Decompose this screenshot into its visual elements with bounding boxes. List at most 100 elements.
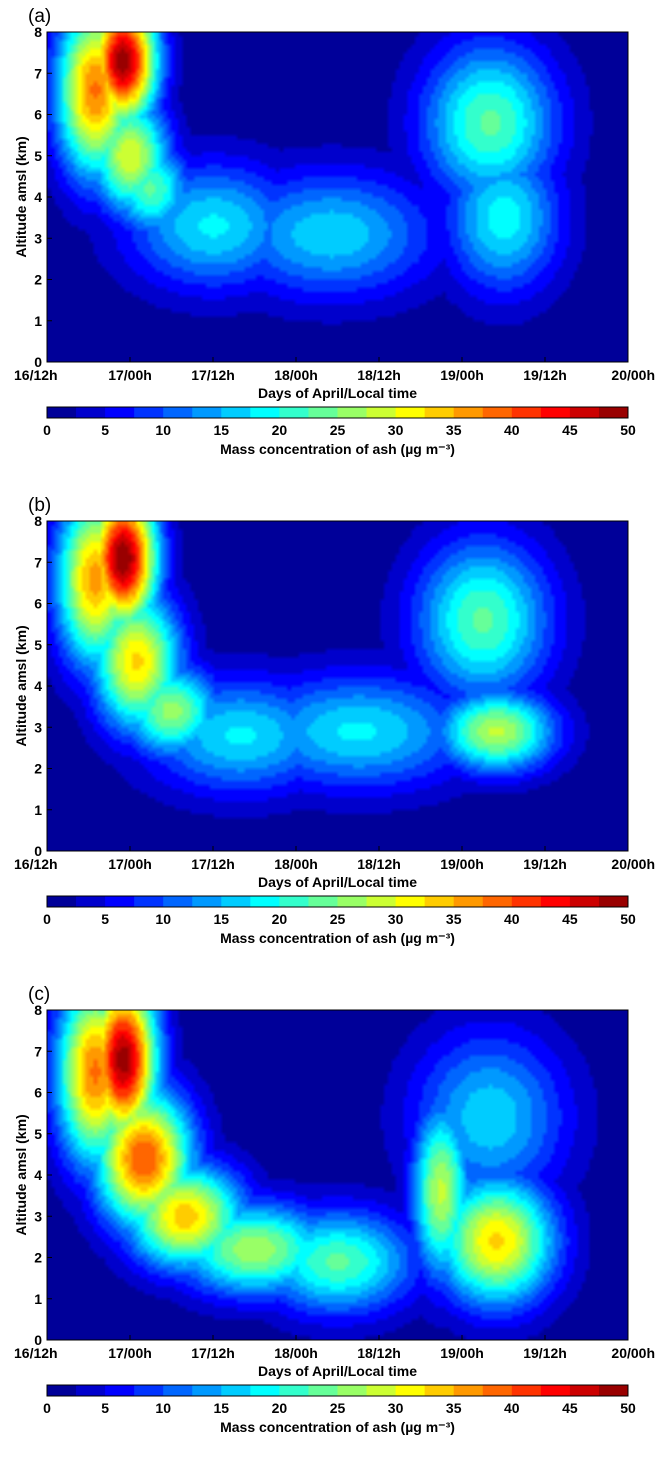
colorbar-segment [598, 407, 629, 418]
colorbar-segment [482, 407, 513, 418]
y-axis-label: Altitude amsl (km) [13, 136, 29, 257]
x-tick-label: 19/00h [440, 856, 484, 872]
colorbar-segment [395, 407, 426, 418]
colorbar-segment [308, 896, 338, 907]
colorbar-segment [598, 896, 629, 907]
panel-label: (c) [28, 984, 50, 1005]
colorbar-segment [366, 896, 397, 907]
colorbar-segment [134, 896, 164, 907]
colorbar-segment [424, 407, 455, 418]
x-tick-label: 18/00h [274, 1345, 318, 1361]
colorbar-segment [511, 1385, 542, 1396]
colorbar-tick-label: 20 [272, 1400, 288, 1416]
y-tick-label: 1 [34, 802, 42, 818]
colorbar-tick-label: 25 [330, 422, 346, 438]
colorbar-tick-label: 50 [620, 1400, 636, 1416]
y-tick-label: 0 [34, 354, 42, 370]
colorbar-segment [105, 1385, 135, 1396]
y-tick-label: 3 [34, 719, 42, 735]
y-tick-label: 4 [34, 678, 42, 694]
colorbar-tick-label: 25 [330, 1400, 346, 1416]
colorbar-segment [76, 896, 106, 907]
colorbar-tick-label: 40 [504, 422, 520, 438]
colorbar-tick-label: 5 [101, 911, 109, 927]
colorbar-segment [569, 1385, 600, 1396]
y-tick-label: 6 [34, 596, 42, 612]
colorbar-segment [192, 896, 222, 907]
x-tick-label: 19/00h [440, 1345, 484, 1361]
colorbar-tick-label: 45 [562, 422, 578, 438]
y-tick-label: 5 [34, 1126, 42, 1142]
y-tick-label: 6 [34, 107, 42, 123]
x-tick-label: 19/12h [523, 1345, 567, 1361]
colorbar-segment [250, 1385, 280, 1396]
y-tick-label: 5 [34, 148, 42, 164]
colorbar-segment [424, 1385, 455, 1396]
colorbar-tick-label: 35 [446, 1400, 462, 1416]
colorbar-label: Mass concentration of ash (µg m⁻³) [220, 1419, 455, 1435]
colorbar-segment [540, 407, 571, 418]
x-tick-label: 20/00h [611, 1345, 655, 1361]
x-axis-label: Days of April/Local time [258, 385, 417, 401]
y-tick-label: 5 [34, 637, 42, 653]
x-tick-label: 17/00h [108, 1345, 152, 1361]
colorbar-segment [192, 1385, 222, 1396]
colorbar-segment [453, 896, 484, 907]
colorbar-segment [453, 407, 484, 418]
colorbar-label: Mass concentration of ash (µg m⁻³) [220, 441, 455, 457]
colorbar-segment [279, 407, 309, 418]
x-tick-label: 20/00h [611, 856, 655, 872]
y-tick-label: 0 [34, 843, 42, 859]
colorbar-segment [511, 407, 542, 418]
x-tick-label: 17/12h [191, 367, 235, 383]
colorbar-tick-label: 15 [214, 911, 230, 927]
colorbar-segment [134, 407, 164, 418]
colorbar-frame [46, 1384, 629, 1397]
colorbar-tick-label: 25 [330, 911, 346, 927]
colorbar-segment [192, 407, 222, 418]
colorbar-segment [250, 896, 280, 907]
colorbar-segment [366, 1385, 397, 1396]
colorbar-tick-label: 30 [388, 1400, 404, 1416]
colorbar-segment [598, 1385, 629, 1396]
y-tick-label: 4 [34, 189, 42, 205]
x-tick-label: 18/00h [274, 367, 318, 383]
colorbar-segment [482, 1385, 513, 1396]
x-tick-label: 18/12h [357, 367, 401, 383]
colorbar-tick-label: 20 [272, 422, 288, 438]
colorbar-tick-label: 45 [562, 1400, 578, 1416]
x-tick-label: 16/12h [14, 856, 58, 872]
panel-label: (a) [28, 6, 51, 27]
y-tick-label: 8 [34, 513, 42, 529]
y-tick-label: 3 [34, 230, 42, 246]
colorbar-tick-label: 15 [214, 422, 230, 438]
colorbar-segment [279, 896, 309, 907]
colorbar-segment [221, 1385, 251, 1396]
colorbar-segment [250, 407, 280, 418]
colorbar-segment [105, 896, 135, 907]
panel-label: (b) [28, 495, 51, 516]
colorbar-frame [46, 895, 629, 908]
y-tick-label: 6 [34, 1085, 42, 1101]
x-axis-label: Days of April/Local time [258, 874, 417, 890]
colorbar-segment [395, 896, 426, 907]
colorbar-segment [569, 407, 600, 418]
colorbar-segment [105, 407, 135, 418]
x-tick-label: 16/12h [14, 1345, 58, 1361]
y-tick-label: 7 [34, 1043, 42, 1059]
x-tick-label: 18/12h [357, 1345, 401, 1361]
colorbar-tick-label: 10 [155, 1400, 171, 1416]
colorbar-segment [47, 1385, 77, 1396]
colorbar-segment [308, 1385, 338, 1396]
x-tick-label: 18/12h [357, 856, 401, 872]
colorbar-tick-label: 45 [562, 911, 578, 927]
colorbar-tick-label: 50 [620, 422, 636, 438]
colorbar-tick-label: 15 [214, 1400, 230, 1416]
colorbar-segment [163, 1385, 193, 1396]
colorbar-tick-label: 35 [446, 422, 462, 438]
y-tick-label: 7 [34, 554, 42, 570]
